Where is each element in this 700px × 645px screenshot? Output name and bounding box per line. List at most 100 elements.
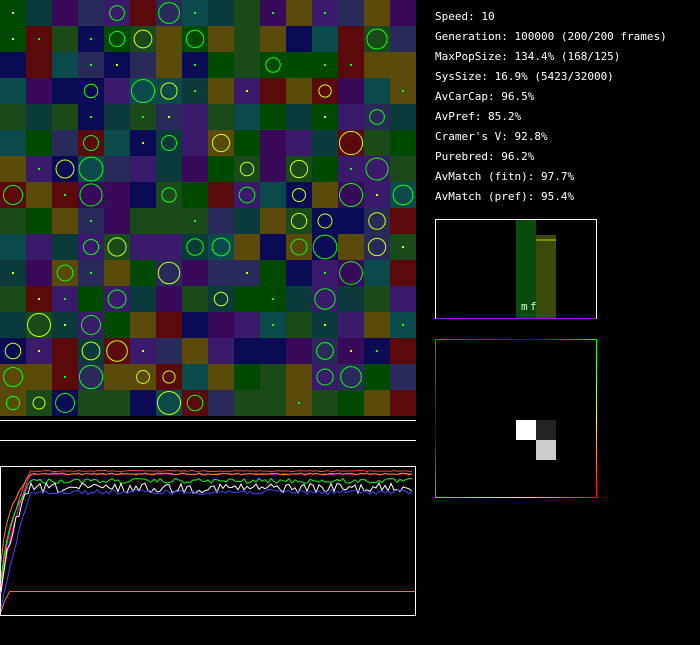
world-cell xyxy=(208,0,234,26)
world-cell xyxy=(78,312,104,338)
world-cell xyxy=(104,182,130,208)
world-cell xyxy=(182,312,208,338)
world-cell xyxy=(260,104,286,130)
world-cell xyxy=(364,208,390,234)
world-cell xyxy=(26,364,52,390)
world-cell xyxy=(156,234,182,260)
creature-dot xyxy=(90,64,92,66)
world-cell xyxy=(338,390,364,416)
world-cell xyxy=(286,312,312,338)
world-cell xyxy=(156,52,182,78)
history-line xyxy=(0,472,413,563)
creature-dot xyxy=(272,298,274,300)
world-cell xyxy=(390,52,416,78)
creature xyxy=(27,313,51,337)
creature-dot xyxy=(116,64,118,66)
world-cell xyxy=(338,26,364,52)
world-cell xyxy=(286,26,312,52)
creature xyxy=(108,30,126,48)
world-cell xyxy=(312,390,338,416)
world-cell xyxy=(286,130,312,156)
creature xyxy=(160,82,178,100)
world-cell xyxy=(0,104,26,130)
creature xyxy=(82,238,100,256)
stat-line: MaxPopSize: 134.4% (168/125) xyxy=(435,50,620,63)
creature-dot xyxy=(350,350,352,352)
creature-dot xyxy=(350,168,352,170)
world-cell xyxy=(130,208,156,234)
creature xyxy=(213,291,229,307)
world-cell xyxy=(286,104,312,130)
creature xyxy=(367,237,387,257)
creature xyxy=(133,29,153,49)
creature-dot xyxy=(90,272,92,274)
world-cell xyxy=(286,286,312,312)
creature-dot xyxy=(402,90,404,92)
creature-dot xyxy=(194,90,196,92)
world-cell xyxy=(390,104,416,130)
creature-dot xyxy=(324,272,326,274)
world-cell xyxy=(208,52,234,78)
world-cell xyxy=(0,208,26,234)
world-cell xyxy=(390,208,416,234)
world-cell xyxy=(104,364,130,390)
world-cell xyxy=(390,26,416,52)
world-cell xyxy=(234,130,260,156)
world-cell xyxy=(390,0,416,26)
creature xyxy=(32,396,46,410)
world-cell xyxy=(286,0,312,26)
creature xyxy=(312,234,338,260)
world-cell xyxy=(52,26,78,52)
creature-dot xyxy=(194,12,196,14)
creature-dot xyxy=(38,350,40,352)
world-cell xyxy=(208,208,234,234)
world-cell xyxy=(312,208,338,234)
creature xyxy=(158,2,180,24)
creature xyxy=(318,84,332,98)
world-cell xyxy=(156,390,182,416)
world-cell xyxy=(312,286,338,312)
world-cell xyxy=(130,182,156,208)
creature xyxy=(211,237,231,257)
creature-dot xyxy=(142,350,144,352)
world-cell xyxy=(156,0,182,26)
world-cell xyxy=(156,26,182,52)
creature xyxy=(265,57,281,73)
world-cell xyxy=(208,104,234,130)
creature xyxy=(338,130,364,156)
world-cell xyxy=(208,312,234,338)
world-cell xyxy=(104,104,130,130)
sex-bar xyxy=(516,220,536,318)
world-cell xyxy=(0,78,26,104)
sex-bar xyxy=(536,235,556,318)
world-cell xyxy=(104,156,130,182)
world-cell xyxy=(260,364,286,390)
world-cell xyxy=(52,234,78,260)
world-cell xyxy=(26,182,52,208)
world-cell xyxy=(338,208,364,234)
sex-label: f xyxy=(530,300,537,313)
world-cell xyxy=(0,130,26,156)
world-cell xyxy=(234,338,260,364)
creature-dot xyxy=(194,220,196,222)
world-cell xyxy=(338,130,364,156)
preference-cell xyxy=(536,420,556,440)
world-cell xyxy=(52,208,78,234)
world-cell xyxy=(312,338,338,364)
world-cell xyxy=(286,52,312,78)
creature-dot xyxy=(12,12,14,14)
creature-dot xyxy=(376,194,378,196)
world-cell xyxy=(364,26,390,52)
world-cell xyxy=(260,260,286,286)
world-cell xyxy=(26,208,52,234)
world-cell xyxy=(364,130,390,156)
creature-dot xyxy=(90,116,92,118)
world-cell xyxy=(182,286,208,312)
world-cell xyxy=(130,286,156,312)
sex-label: m xyxy=(521,300,528,313)
world-cell xyxy=(390,364,416,390)
creature xyxy=(290,238,308,256)
creature-dot xyxy=(12,38,14,40)
world-cell xyxy=(104,338,130,364)
